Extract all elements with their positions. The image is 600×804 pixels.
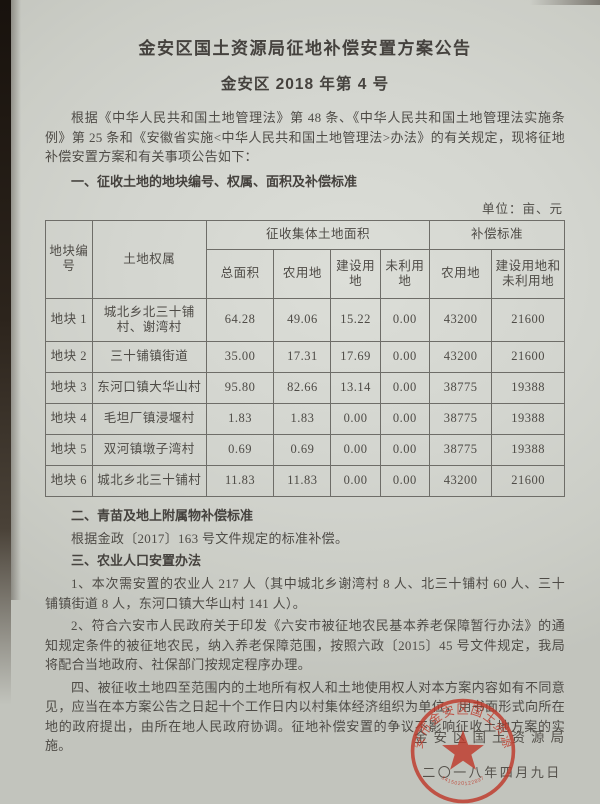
document-body: 金安区国土资源局征地补偿安置方案公告 金安区 2018 年第 4 号 根据《中华… — [45, 0, 565, 756]
seal-ring — [410, 698, 516, 804]
cell-unused-area: 0.00 — [379, 297, 431, 342]
col-header-construction: 建设用地 — [330, 248, 381, 299]
land-compensation-table: 地块编号 土地权属 征收集体土地面积 补偿标准 总面积 农用地 建设用地 未利用… — [45, 219, 565, 497]
cell-constr-area: 13.14 — [330, 371, 381, 404]
cell-agri-area: 0.69 — [273, 433, 332, 466]
col-header-comp-agri: 农用地 — [429, 248, 493, 299]
section-3-item-1: 1、本次需安置的农业人 217 人（其中城北乡谢湾村 8 人、北三十铺村 60 … — [45, 576, 565, 611]
table-row: 地块 5 双河镇墩子湾村 0.69 0.69 0.00 0.00 38775 1… — [45, 433, 565, 466]
section-3-heading: 三、农业人口安置办法 — [71, 553, 202, 568]
cell-comp-agri: 43200 — [429, 297, 493, 342]
official-red-seal: 六安市金安区国土资源局 3415020122897 — [408, 696, 516, 804]
photo-top-right-edge-shadow — [530, 0, 600, 5]
intro-paragraph: 根据《中华人民共和国土地管理法》第 48 条、《中华人民共和国土地管理法实施条例… — [45, 110, 565, 164]
col-header-ownership: 土地权属 — [91, 219, 207, 299]
cell-plot-id: 地块 3 — [45, 371, 93, 404]
cell-ownership: 双河镇墩子湾村 — [91, 433, 207, 466]
cell-comp-constr-unused: 21600 — [491, 297, 565, 342]
document-title: 金安区国土资源局征地补偿安置方案公告 — [138, 39, 472, 58]
cell-unused-area: 0.00 — [379, 464, 431, 497]
cell-unused-area: 0.00 — [379, 340, 431, 373]
cell-ownership: 东河口镇大华山村 — [91, 371, 207, 404]
col-group-compensation: 补偿标准 — [429, 219, 565, 250]
cell-constr-area: 0.00 — [330, 464, 381, 497]
table-row: 地块 4 毛坦厂镇浸堰村 1.83 1.83 0.00 0.00 38775 1… — [45, 402, 565, 435]
section-4-body: 四、被征收土地四至范围内的土地所有权人和土地使用权人对本方案内容如有不同意见，应… — [45, 679, 565, 754]
col-header-unused: 未利用地 — [379, 248, 431, 299]
cell-total-area: 35.00 — [205, 340, 275, 373]
signature-issuer: 金安区国土资源局 — [414, 730, 570, 745]
cell-constr-area: 17.69 — [330, 340, 381, 373]
cell-plot-id: 地块 1 — [45, 297, 93, 342]
seal-star-icon — [442, 729, 484, 770]
cell-unused-area: 0.00 — [379, 433, 431, 466]
col-header-plot: 地块编号 — [45, 219, 93, 299]
cell-comp-agri: 43200 — [429, 464, 493, 497]
cell-total-area: 95.80 — [205, 371, 275, 404]
table-row: 地块 1 城北乡北三十铺村、谢湾村 64.28 49.06 15.22 0.00… — [45, 297, 565, 342]
cell-plot-id: 地块 2 — [45, 340, 93, 373]
section-3-item-2: 2、符合六安市人民政府关于印发《六安市被征地农民基本养老保障暂行办法》的通知规定… — [45, 618, 565, 672]
cell-ownership: 城北乡北三十铺村 — [91, 464, 207, 497]
section-2-body: 根据金政〔2017〕163 号文件规定的标准补偿。 — [71, 530, 349, 546]
cell-plot-id: 地块 6 — [45, 464, 93, 497]
cell-plot-id: 地块 4 — [45, 402, 93, 435]
signature-block: 金安区国土资源局 二〇一八年四月九日 — [414, 726, 570, 781]
col-header-comp-constr-unused: 建设用地和未利用地 — [491, 248, 565, 299]
cell-comp-constr-unused: 21600 — [491, 340, 565, 373]
cell-comp-agri: 38775 — [429, 433, 493, 466]
cell-constr-area: 15.22 — [330, 297, 381, 342]
cell-unused-area: 0.00 — [379, 402, 431, 435]
cell-comp-constr-unused: 19388 — [491, 402, 565, 435]
cell-total-area: 11.83 — [205, 464, 275, 497]
cell-total-area: 0.69 — [205, 433, 275, 466]
cell-plot-id: 地块 5 — [45, 433, 93, 466]
cell-comp-constr-unused: 19388 — [491, 371, 565, 404]
cell-agri-area: 1.83 — [273, 402, 332, 435]
photo-left-edge-shadow — [0, 0, 11, 705]
section-2-heading: 二、青苗及地上附属物补偿标准 — [71, 507, 254, 523]
cell-constr-area: 0.00 — [330, 433, 381, 466]
cell-unused-area: 0.00 — [379, 371, 431, 404]
cell-comp-agri: 38775 — [429, 371, 493, 404]
cell-comp-agri: 38775 — [429, 402, 493, 435]
table-row: 地块 3 东河口镇大华山村 95.80 82.66 13.14 0.00 387… — [45, 371, 565, 404]
cell-agri-area: 17.31 — [273, 340, 332, 373]
cell-agri-area: 82.66 — [273, 371, 332, 404]
table-unit-label: 单位：亩、元 — [481, 201, 563, 216]
cell-total-area: 1.83 — [205, 402, 275, 435]
table-row: 地块 6 城北乡北三十铺村 11.83 11.83 0.00 0.00 4320… — [45, 464, 565, 497]
cell-total-area: 64.28 — [205, 297, 275, 342]
cell-agri-area: 49.06 — [273, 297, 332, 342]
table-row: 地块 2 三十铺镇街道 35.00 17.31 17.69 0.00 43200… — [45, 340, 565, 373]
cell-comp-constr-unused: 19388 — [491, 433, 565, 466]
document-number: 金安区 2018 年第 4 号 — [220, 76, 390, 93]
cell-comp-agri: 43200 — [429, 340, 493, 373]
section-1-heading: 一、征收土地的地块编号、权属、面积及补偿标准 — [71, 173, 358, 189]
cell-comp-constr-unused: 21600 — [491, 464, 565, 497]
cell-agri-area: 11.83 — [273, 464, 332, 497]
cell-ownership: 毛坦厂镇浸堰村 — [91, 402, 207, 435]
col-group-area: 征收集体土地面积 — [205, 219, 431, 250]
cell-ownership: 城北乡北三十铺村、谢湾村 — [91, 297, 207, 342]
col-header-agri: 农用地 — [273, 248, 332, 299]
photo-left-edge-soft-shadow — [11, 0, 21, 600]
seal-code: 3415020122897 — [440, 775, 486, 787]
col-header-total-area: 总面积 — [205, 248, 275, 299]
signature-date: 二〇一八年四月九日 — [422, 765, 562, 780]
cell-constr-area: 0.00 — [330, 402, 381, 435]
cell-ownership: 三十铺镇街道 — [91, 340, 207, 373]
